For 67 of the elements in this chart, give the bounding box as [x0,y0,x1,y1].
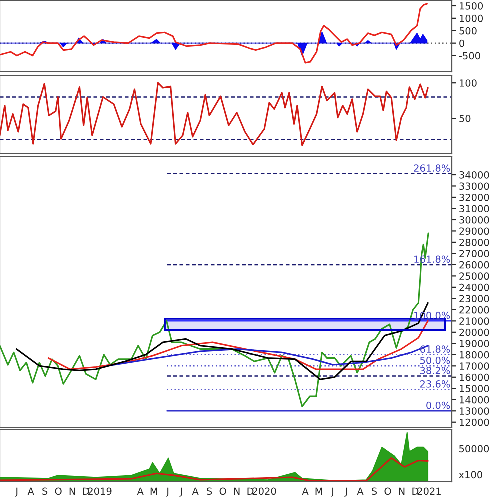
y-tick-label: 18000 [460,351,490,359]
annotation: 38.2% [420,367,450,374]
annotation: 261.8% [414,164,450,172]
x-tick-label: D [248,488,254,495]
x-tick-label: S [42,488,48,496]
annotation: 23.6% [420,380,450,388]
x-tick-label: M [316,488,322,495]
x-tick-label: O [55,488,62,496]
y-tick-label: 12000 [460,418,490,426]
x-tick-label: 2020 [252,488,276,496]
y-tick-label: 14000 [460,396,490,404]
y-tick-label: 34000 [460,171,490,179]
y-tick-label: 16000 [460,374,490,382]
text: 50000 [460,445,490,453]
y-tick-label: 27000 [460,250,490,258]
x-tick-label: M [150,488,158,495]
y-tick-label: 50 [460,115,471,122]
x-tick-label: J [344,488,348,497]
y-tick-label: 21000 [460,318,490,326]
y-tick-label: 23000 [460,295,490,303]
x-tick-label: D [412,488,419,495]
x-tick-label: J [15,488,18,497]
text: x100 [459,471,482,479]
x-tick-label: J [166,488,169,497]
x-tick-label: N [399,488,405,495]
y-tick-label: 13000 [460,408,490,415]
line-series [0,3,428,64]
x-tick-label: S [207,488,212,496]
x-tick-label: D [83,488,90,495]
y-tick-label: 0 [460,40,464,48]
y-tick-label: 26000 [460,261,490,269]
x-tick-label: A [137,488,144,495]
x-tick-label: N [234,488,240,495]
y-tick-label: 1000 [460,14,484,22]
y-tick-label: 20000 [460,328,490,336]
annotation: 0.0% [426,402,450,410]
x-tick-label: A [192,488,199,495]
x-tick-label: A [302,488,309,495]
y-tick-label: 17000 [460,362,490,370]
y-tick-label: 24000 [460,284,490,292]
annotation: 50.0% [420,356,450,364]
annotation: 61.8% [420,346,450,354]
x-tick-label: A [28,488,34,495]
x-tick-label: O [384,488,392,496]
y-tick-label: 500 [460,27,477,35]
y-tick-label: 19000 [460,340,490,348]
y-tick-label: 15000 [460,385,490,392]
x-tick-label: N [70,488,76,495]
y-tick-label: 32000 [460,194,490,202]
y-tick-label: 100 [460,80,477,87]
x-tick-label: S [372,488,378,496]
y-tick-label: -500 [459,52,480,60]
y-tick-label: 22000 [460,306,490,314]
x-tick-label: O [220,488,226,496]
y-tick-label: 33000 [460,182,490,190]
y-tick-label: 30000 [460,216,490,224]
x-tick-label: J [180,488,182,497]
x-tick-label: A [357,488,364,495]
x-tick-label: J [331,488,334,497]
y-tick-label: 31000 [460,205,490,213]
y-tick-label: 1500 [460,2,484,10]
x-tick-label: 2019 [88,488,112,496]
y-tick-label: 28000 [460,238,490,246]
line-series [0,82,429,146]
y-tick-label: 29000 [460,228,490,236]
x-tick-label: 2021 [418,488,441,496]
y-tick-label: 25000 [460,272,490,280]
